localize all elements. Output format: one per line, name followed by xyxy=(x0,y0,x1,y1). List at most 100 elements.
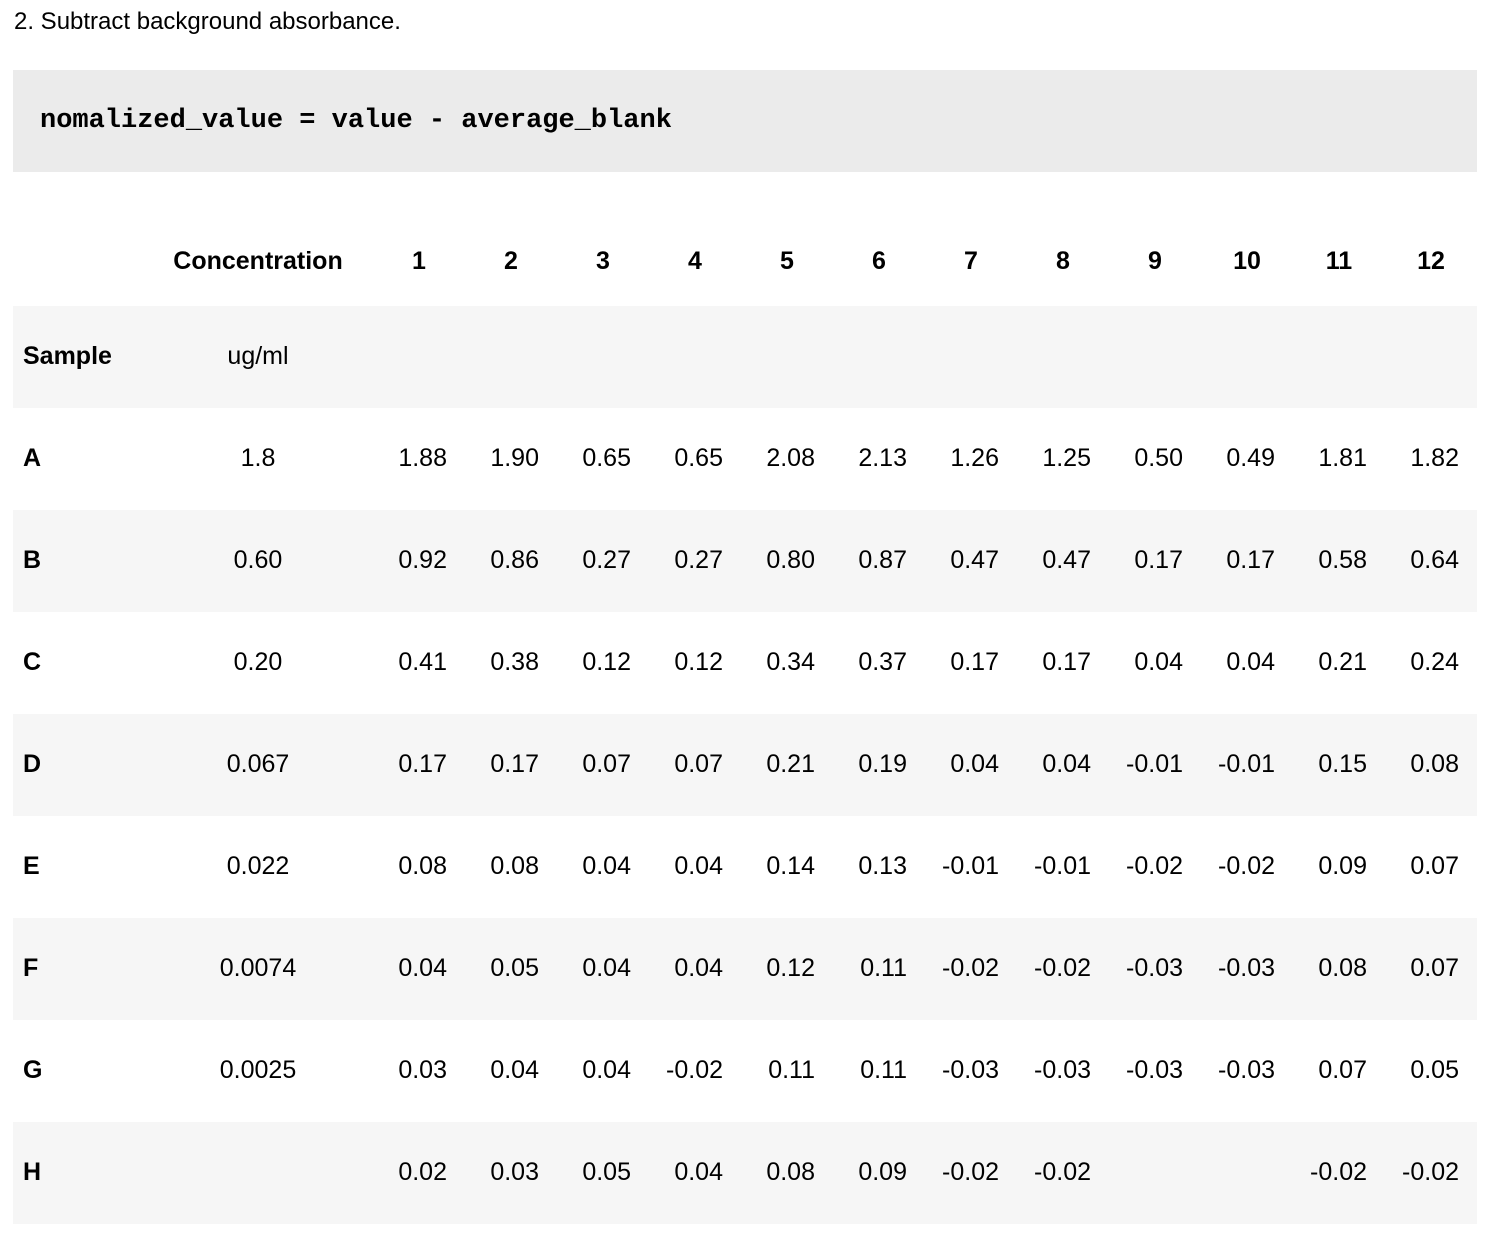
value-cell-G-7: -0.03 xyxy=(942,1056,999,1084)
value-cell-D-5: 0.21 xyxy=(766,750,815,778)
value-cell-A-11: 1.81 xyxy=(1318,444,1367,472)
value-cell-F-4: 0.04 xyxy=(674,954,723,982)
header-cell-col-1: 1 xyxy=(412,247,426,275)
value-cell-A-4: 0.65 xyxy=(674,444,723,472)
value-cell-H-2: 0.03 xyxy=(490,1158,539,1186)
value-cell-C-5: 0.34 xyxy=(766,648,815,676)
value-cell-C-10: 0.04 xyxy=(1226,648,1275,676)
value-cell-B-8: 0.47 xyxy=(1042,546,1091,574)
row-label-A: A xyxy=(23,444,42,472)
value-cell-A-6: 2.13 xyxy=(858,444,907,472)
subheader-cell-empty-2 xyxy=(465,306,557,408)
value-cell-H-3: 0.05 xyxy=(582,1158,631,1186)
value-cell-E-7: -0.01 xyxy=(942,852,999,880)
value-cell-G-1: 0.03 xyxy=(398,1056,447,1084)
subheader-cell-empty-8 xyxy=(1017,306,1109,408)
value-cell-C-12: 0.24 xyxy=(1410,648,1459,676)
table-row-F: F 0.0074 0.04 0.05 0.04 0.04 0.12 0.11 -0.02 -0.0… xyxy=(13,918,1477,1020)
value-cell-C-3: 0.12 xyxy=(582,648,631,676)
absorbance-table-body: Concentration 1 2 3 4 5 6 7 8 9 10 11 12 Sample ug/ml A… xyxy=(13,227,1477,1224)
subheader-cell-empty-12 xyxy=(1385,306,1477,408)
value-cell-D-11: 0.15 xyxy=(1318,750,1367,778)
row-label-D: D xyxy=(23,750,42,778)
value-cell-B-2: 0.86 xyxy=(490,546,539,574)
value-cell-A-1: 1.88 xyxy=(398,444,447,472)
concentration-cell-B: 0.60 xyxy=(233,546,283,574)
value-cell-B-11: 0.58 xyxy=(1318,546,1367,574)
value-cell-D-4: 0.07 xyxy=(674,750,723,778)
value-cell-E-3: 0.04 xyxy=(582,852,631,880)
value-cell-F-10: -0.03 xyxy=(1218,954,1275,982)
value-cell-D-3: 0.07 xyxy=(582,750,631,778)
header-cell-col-9: 9 xyxy=(1148,247,1162,275)
value-cell-B-4: 0.27 xyxy=(674,546,723,574)
value-cell-B-5: 0.80 xyxy=(766,546,815,574)
value-cell-B-6: 0.87 xyxy=(858,546,907,574)
subheader-cell-empty-9 xyxy=(1109,306,1201,408)
value-cell-C-4: 0.12 xyxy=(674,648,723,676)
value-cell-G-4: -0.02 xyxy=(666,1056,723,1084)
header-cell-col-7: 7 xyxy=(964,247,978,275)
header-cell-concentration: Concentration xyxy=(173,247,343,275)
value-cell-A-8: 1.25 xyxy=(1042,444,1091,472)
value-cell-F-12: 0.07 xyxy=(1410,954,1459,982)
value-cell-B-9: 0.17 xyxy=(1134,546,1183,574)
value-cell-F-7: -0.02 xyxy=(942,954,999,982)
subheader-cell-empty-7 xyxy=(925,306,1017,408)
concentration-cell-C: 0.20 xyxy=(233,648,283,676)
value-cell-H-8: -0.02 xyxy=(1034,1158,1091,1186)
value-cell-G-11: 0.07 xyxy=(1318,1056,1367,1084)
value-cell-H-11: -0.02 xyxy=(1310,1158,1367,1186)
table-row-E: E 0.022 0.08 0.08 0.04 0.04 0.14 0.13 -0.01 -0.01… xyxy=(13,816,1477,918)
absorbance-table: Concentration 1 2 3 4 5 6 7 8 9 10 11 12 Sample ug/ml A… xyxy=(13,227,1477,1224)
value-cell-H-5: 0.08 xyxy=(766,1158,815,1186)
row-label-G: G xyxy=(23,1056,43,1084)
table-row-G: G 0.0025 0.03 0.04 0.04 -0.02 0.11 0.11 -0.03 -0.… xyxy=(13,1020,1477,1122)
value-cell-C-8: 0.17 xyxy=(1042,648,1091,676)
value-cell-G-2: 0.04 xyxy=(490,1056,539,1084)
value-cell-D-1: 0.17 xyxy=(398,750,447,778)
row-label-E: E xyxy=(23,852,40,880)
header-cell-col-2: 2 xyxy=(504,247,518,275)
concentration-cell-E: 0.022 xyxy=(226,852,290,880)
value-cell-F-8: -0.02 xyxy=(1034,954,1091,982)
table-subheader-row: Sample ug/ml xyxy=(13,306,1477,408)
value-cell-H-1: 0.02 xyxy=(398,1158,447,1186)
table-row-H: H 0.02 0.03 0.05 0.04 0.08 0.09 -0.02 -0.02 -0.02… xyxy=(13,1122,1477,1224)
value-cell-H-4: 0.04 xyxy=(674,1158,723,1186)
subheader-cell-empty-5 xyxy=(741,306,833,408)
value-cell-D-10: -0.01 xyxy=(1218,750,1275,778)
value-cell-A-5: 2.08 xyxy=(766,444,815,472)
value-cell-F-9: -0.03 xyxy=(1126,954,1183,982)
subheader-cell-empty-1 xyxy=(373,306,465,408)
subheader-cell-empty-4 xyxy=(649,306,741,408)
value-cell-B-1: 0.92 xyxy=(398,546,447,574)
row-label-F: F xyxy=(23,954,39,982)
value-cell-A-9: 0.50 xyxy=(1134,444,1183,472)
value-cell-C-2: 0.38 xyxy=(490,648,539,676)
value-cell-C-7: 0.17 xyxy=(950,648,999,676)
value-cell-A-12: 1.82 xyxy=(1410,444,1459,472)
value-cell-G-10: -0.03 xyxy=(1218,1056,1275,1084)
value-cell-C-6: 0.37 xyxy=(858,648,907,676)
concentration-cell-A: 1.8 xyxy=(240,444,276,472)
header-cell-col-4: 4 xyxy=(688,247,702,275)
subheader-cell-empty-11 xyxy=(1293,306,1385,408)
value-cell-F-2: 0.05 xyxy=(490,954,539,982)
value-cell-B-7: 0.47 xyxy=(950,546,999,574)
value-cell-C-11: 0.21 xyxy=(1318,648,1367,676)
value-cell-D-6: 0.19 xyxy=(858,750,907,778)
value-cell-E-12: 0.07 xyxy=(1410,852,1459,880)
table-header-row: Concentration 1 2 3 4 5 6 7 8 9 10 11 12 xyxy=(13,227,1477,306)
value-cell-H-7: -0.02 xyxy=(942,1158,999,1186)
value-cell-E-9: -0.02 xyxy=(1126,852,1183,880)
table-row-A: A 1.8 1.88 1.90 0.65 0.65 2.08 2.13 1.26 1.25 0.50… xyxy=(13,408,1477,510)
header-cell-empty xyxy=(13,227,143,306)
value-cell-C-9: 0.04 xyxy=(1134,648,1183,676)
table-row-C: C 0.20 0.41 0.38 0.12 0.12 0.34 0.37 0.17 0.17 0.0… xyxy=(13,612,1477,714)
value-cell-B-3: 0.27 xyxy=(582,546,631,574)
row-label-C: C xyxy=(23,648,42,676)
value-cell-E-10: -0.02 xyxy=(1218,852,1275,880)
header-cell-col-5: 5 xyxy=(780,247,794,275)
concentration-cell-F: 0.0074 xyxy=(219,954,297,982)
